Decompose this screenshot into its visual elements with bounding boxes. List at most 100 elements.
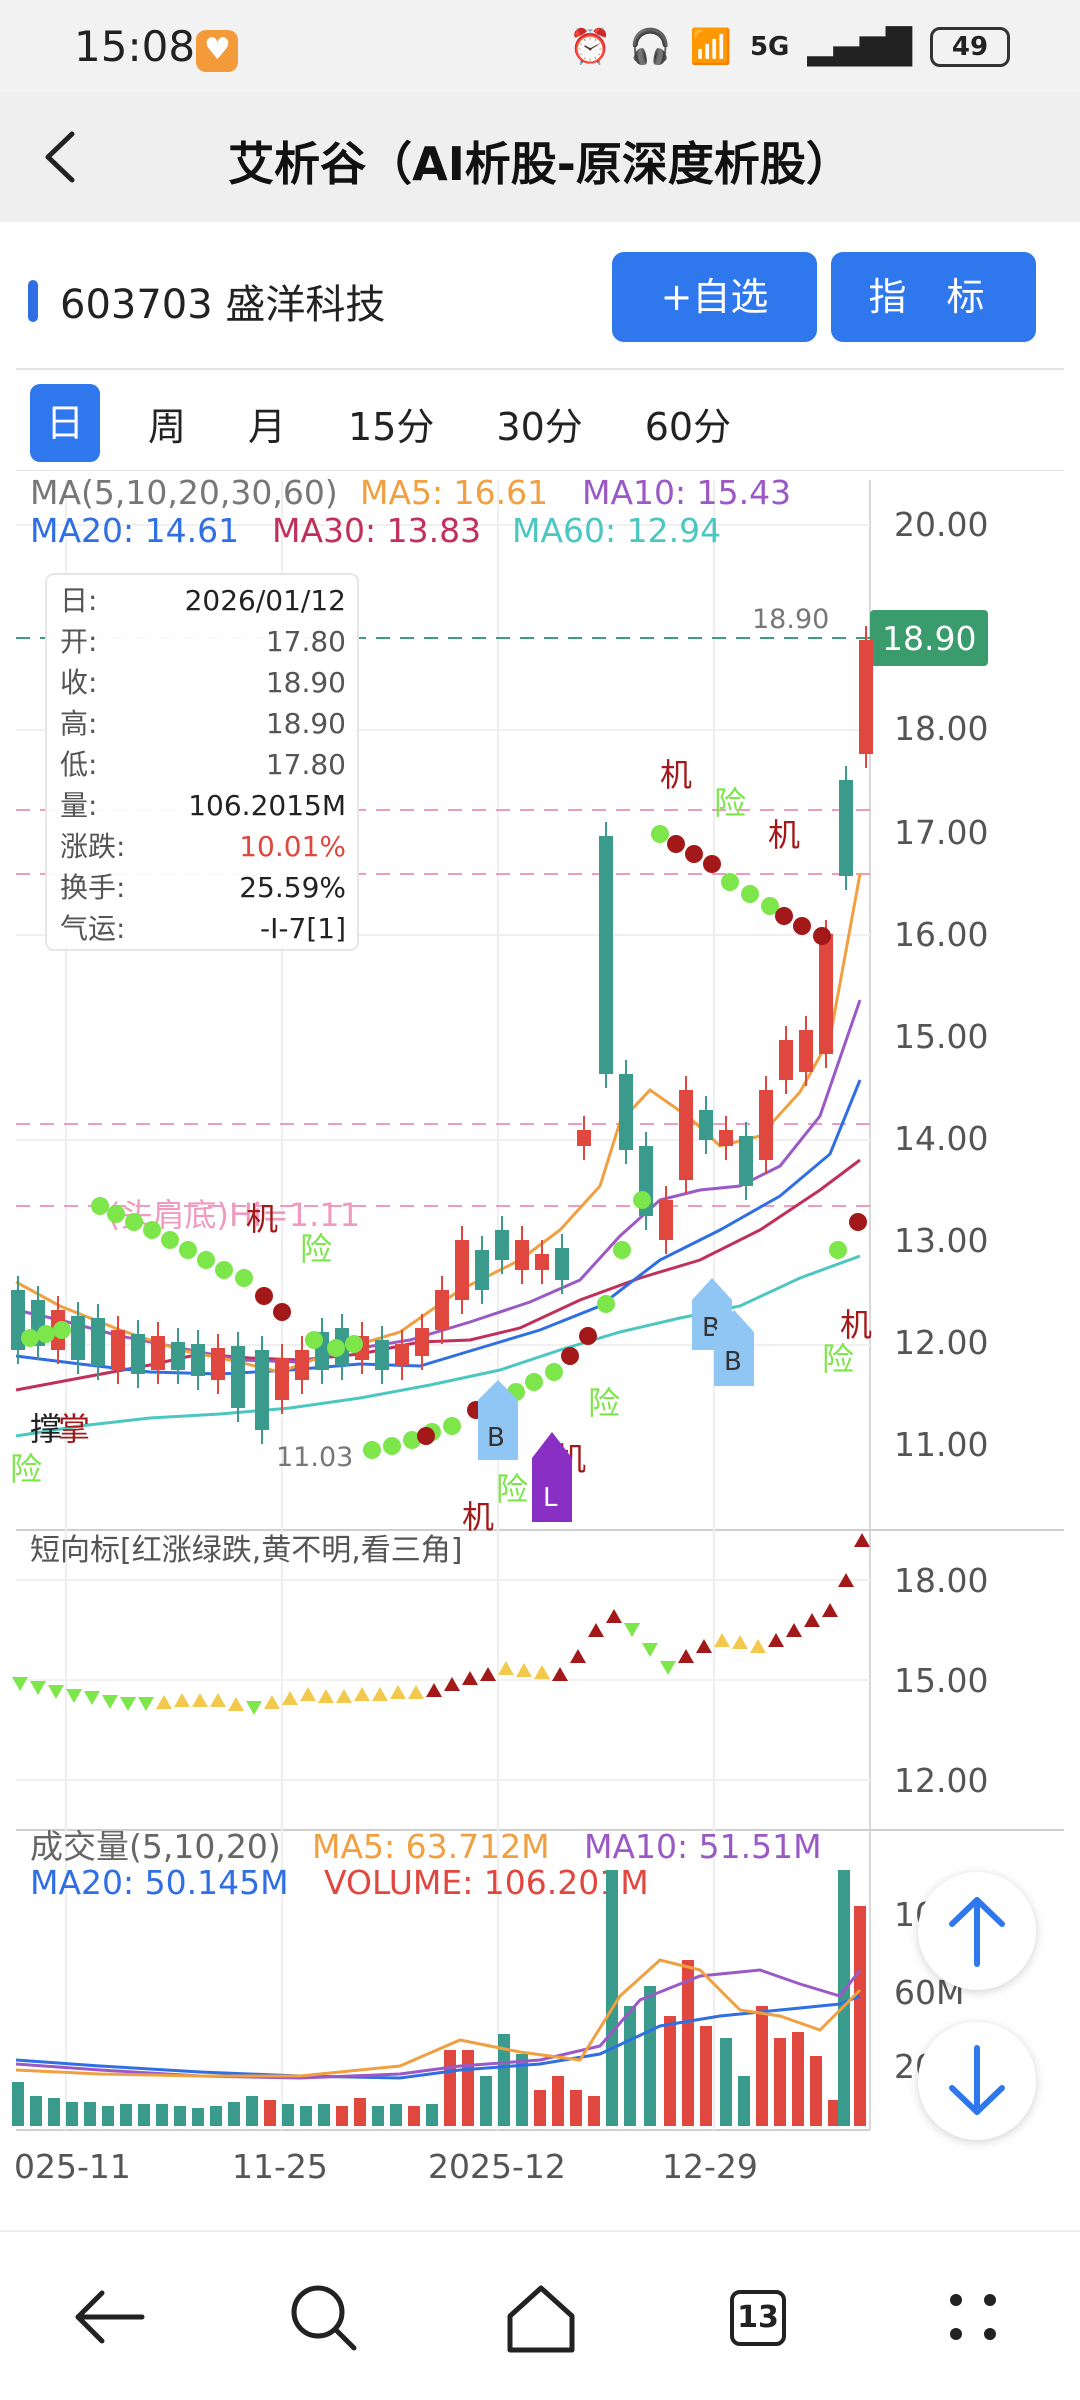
arrow-left-icon	[75, 2290, 145, 2344]
signal-label: 险	[822, 1340, 854, 1378]
candle-body	[455, 1240, 469, 1300]
indicator-button[interactable]: 指 标	[831, 252, 1036, 342]
volume-bar	[246, 2096, 258, 2126]
tab-day[interactable]: 日	[30, 384, 100, 462]
candle-body	[535, 1254, 549, 1270]
vol-ma20-label: MA20: 50.145M	[30, 1863, 289, 1902]
volume-bar	[444, 2050, 456, 2126]
tab-30min[interactable]: 30分	[496, 404, 583, 449]
add-watchlist-button[interactable]: +自选	[612, 252, 817, 342]
home-icon	[507, 2285, 575, 2353]
search-button[interactable]	[278, 2272, 368, 2362]
candle-body	[375, 1340, 389, 1370]
info-row-label: 量:	[60, 789, 97, 822]
info-row-label: 气运:	[60, 912, 125, 945]
candle-body	[91, 1318, 105, 1366]
volume-bar	[516, 2054, 528, 2126]
info-row-label: 换手:	[60, 871, 125, 904]
network-label: 5G	[749, 32, 790, 62]
volume-bar	[138, 2104, 150, 2126]
short-indicator-triangle	[12, 1677, 28, 1691]
candle-body	[599, 836, 613, 1074]
short-indicator-triangle	[660, 1661, 676, 1675]
tab-week[interactable]: 周	[148, 404, 187, 449]
signal-label: 撑	[30, 1410, 62, 1448]
info-row-value: 2026/01/12	[185, 584, 346, 617]
volume-bar	[588, 2096, 600, 2126]
info-row-label: 开:	[60, 625, 97, 658]
short-indicator-triangle	[570, 1649, 586, 1663]
price-tick: 20.00	[894, 505, 988, 544]
info-row-label: 日:	[60, 584, 97, 617]
volume-bar	[300, 2106, 312, 2126]
tab-15min[interactable]: 15分	[348, 404, 435, 449]
short-axis-tick: 18.00	[894, 1561, 988, 1600]
price-tick: 14.00	[894, 1119, 988, 1158]
short-indicator-triangle	[174, 1693, 190, 1707]
info-row-label: 收:	[60, 666, 97, 699]
volume-bar	[644, 1986, 656, 2126]
info-row-value: 25.59%	[239, 871, 346, 904]
volume-bar	[838, 1870, 850, 2126]
volume-bar	[552, 2076, 564, 2126]
volume-bar	[682, 1960, 694, 2126]
scroll-down-button[interactable]	[918, 2022, 1036, 2140]
short-indicator-triangle	[838, 1573, 854, 1587]
volume-bar	[854, 1906, 866, 2126]
tabs-button[interactable]: 13	[712, 2272, 802, 2362]
candle-body	[395, 1344, 409, 1366]
short-indicator-triangle	[804, 1613, 820, 1627]
volume-bar	[720, 2038, 732, 2126]
short-indicator-triangle	[642, 1643, 658, 1657]
candle-body	[495, 1230, 509, 1260]
info-panel: 日: 2026/01/12 开: 17.80 收: 18.90 高: 18.90 低: 17.80…	[45, 573, 359, 951]
volume-bar	[700, 2026, 712, 2126]
candle-body	[111, 1330, 125, 1370]
stock-accent-bar	[28, 280, 38, 322]
tab-month[interactable]: 月	[248, 404, 287, 449]
headphones-icon: 🎧	[629, 27, 672, 67]
short-indicator-triangle	[480, 1667, 496, 1681]
candle-body	[659, 1200, 673, 1240]
candle-body	[799, 1030, 813, 1072]
b-marker: B	[724, 1347, 742, 1377]
home-button[interactable]	[496, 2272, 586, 2362]
battery-icon: 49	[930, 27, 1010, 67]
price-tick: 18.00	[894, 709, 988, 748]
signal-label: 机	[462, 1498, 494, 1536]
price-tick: 13.00	[894, 1221, 988, 1260]
short-indicator-axis: 18.00 15.00 12.00	[894, 1561, 988, 1800]
short-indicator-triangle	[516, 1663, 532, 1677]
volume-bar	[534, 2090, 546, 2126]
vol-ma5-line	[15, 1958, 862, 2078]
candle-body	[839, 780, 853, 876]
volume-bar	[48, 2098, 60, 2126]
vol-ma5-label: MA5: 63.712M	[312, 1827, 550, 1866]
more-menu-button[interactable]	[928, 2272, 1018, 2362]
candle-body	[295, 1350, 309, 1380]
ma60-label: MA60: 12.94	[512, 511, 721, 550]
volume-bar	[756, 2006, 768, 2126]
tab-60min[interactable]: 60分	[644, 404, 732, 449]
info-row-label: 高:	[60, 707, 97, 740]
candle-body	[71, 1316, 85, 1360]
short-indicator-triangle	[606, 1609, 622, 1623]
browser-back-button[interactable]	[64, 2272, 154, 2362]
short-indicator-triangle	[246, 1701, 262, 1715]
signal-label: 险	[496, 1470, 528, 1508]
volume-title: 成交量(5,10,20)	[30, 1827, 281, 1866]
volume-bar	[174, 2106, 186, 2126]
period-tabs: 日 周 月 15分 30分 60分	[30, 384, 793, 462]
candle-body	[275, 1358, 289, 1400]
volume-bar	[318, 2104, 330, 2126]
candlesticks	[11, 626, 873, 1444]
info-row-value: -I-7[1]	[260, 912, 346, 945]
volume-bar	[84, 2102, 96, 2126]
candle-body	[231, 1346, 245, 1408]
stock-chart[interactable]: MA(5,10,20,30,60) MA5: 16.61 MA10: 15.43…	[0, 470, 1080, 2190]
scroll-up-button[interactable]	[918, 1872, 1036, 1990]
ma20-line	[15, 1079, 862, 1376]
short-indicator-triangle	[318, 1689, 334, 1703]
back-button[interactable]	[36, 122, 96, 192]
signal-label: 机	[840, 1306, 872, 1344]
